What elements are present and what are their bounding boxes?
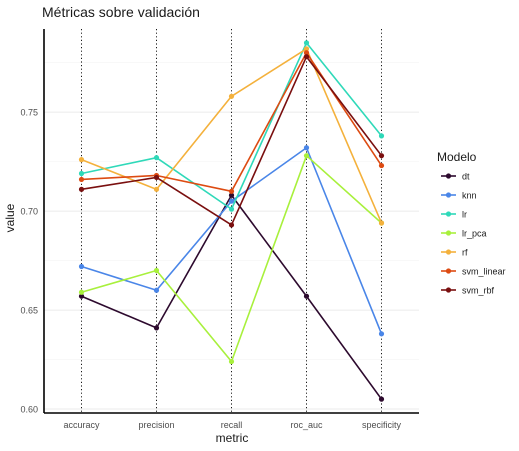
data-point-knn [303, 145, 310, 151]
data-point-rf [378, 220, 385, 226]
x-tick-label: precision [138, 420, 174, 430]
legend-key-point [445, 268, 452, 274]
y-tick-label: 0.60 [20, 405, 38, 415]
legend-label: svm_linear [462, 267, 506, 277]
data-point-svm_rbf [78, 186, 85, 192]
data-point-lr [303, 40, 310, 46]
data-point-svm_linear [303, 50, 310, 56]
data-point-lr [378, 133, 385, 139]
x-tick-label: roc_auc [290, 420, 323, 430]
legend-key-point [445, 211, 452, 217]
data-point-rf [78, 157, 85, 163]
x-axis-label: metric [216, 431, 249, 445]
x-tick-label: recall [221, 420, 243, 430]
data-point-knn [153, 287, 160, 293]
data-point-rf [228, 93, 235, 99]
data-point-lr_pca [228, 358, 235, 365]
y-tick-label: 0.75 [20, 108, 38, 118]
data-point-svm_rbf [153, 174, 160, 181]
data-point-dt [78, 293, 85, 299]
data-point-lr_pca [153, 267, 160, 274]
legend-key-point [445, 230, 452, 236]
data-point-lr_pca [303, 153, 310, 159]
data-point-knn [378, 331, 385, 337]
data-point-rf [153, 186, 160, 192]
data-point-svm_rbf [378, 153, 385, 159]
data-point-dt [153, 325, 160, 331]
legend-label: rf [462, 248, 468, 258]
data-point-dt [303, 293, 310, 299]
x-tick-label: specificity [362, 420, 402, 430]
data-point-svm_rbf [303, 54, 310, 60]
data-point-svm_linear [228, 188, 235, 194]
y-tick-label: 0.70 [20, 207, 38, 217]
x-tick-label: accuracy [63, 420, 100, 430]
series-line-lr_pca [81, 154, 383, 363]
data-point-lr [153, 155, 160, 161]
grid [44, 29, 419, 413]
legend-label: dt [462, 172, 470, 182]
legend-label: knn [462, 191, 477, 201]
legend-label: svm_rbf [462, 286, 495, 296]
data-point-rf [303, 46, 310, 52]
legend-title: Modelo [437, 150, 477, 164]
series-line-knn [81, 146, 383, 335]
data-point-knn [228, 198, 235, 204]
data-point-svm_linear [78, 176, 85, 183]
data-point-lr [228, 206, 235, 212]
legend-label: lr [462, 210, 467, 220]
series-group [78, 40, 385, 402]
legend-key-point [445, 287, 452, 293]
data-point-lr_pca [78, 289, 85, 295]
y-tick-label: 0.65 [20, 306, 38, 316]
legend-key-point [445, 249, 452, 255]
data-point-svm_rbf [228, 222, 235, 228]
axes: 0.60 0.65 0.70 0.75 accuracy precision recall r… [20, 29, 419, 430]
data-point-lr [78, 170, 85, 177]
legend-label: lr_pca [462, 229, 487, 239]
data-point-dt [228, 192, 235, 198]
y-axis-label: value [3, 203, 17, 232]
data-point-svm_linear [378, 162, 385, 169]
legend-key-point [445, 192, 452, 198]
data-point-knn [78, 263, 85, 270]
chart-title: Métricas sobre validación [42, 4, 200, 20]
data-point-dt [378, 396, 385, 402]
legend-key-point [445, 173, 452, 179]
